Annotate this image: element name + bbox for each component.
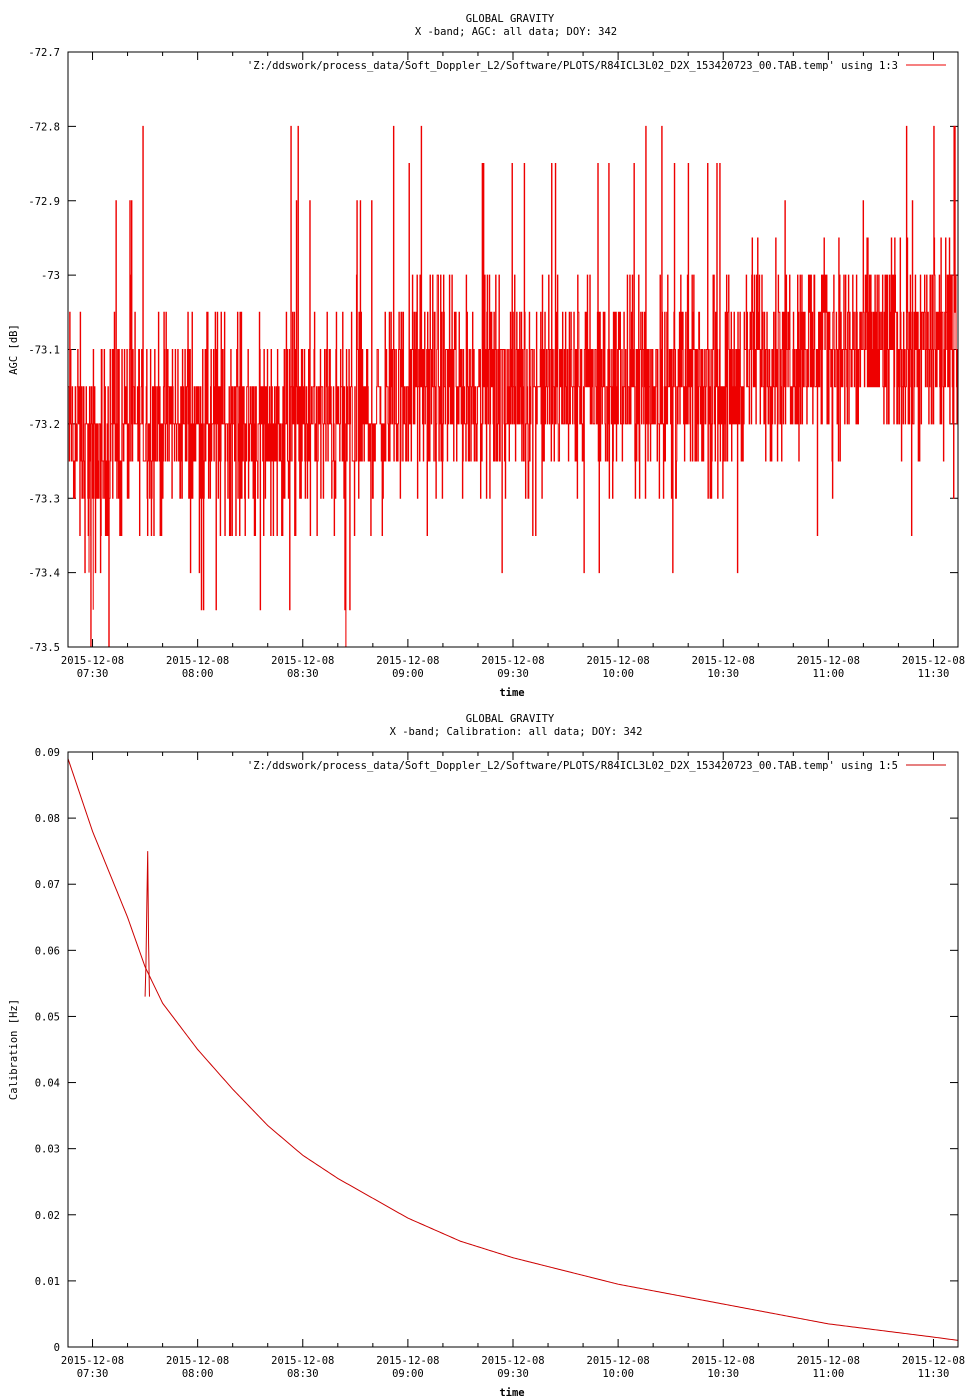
x-tick-date: 2015-12-08 [481, 1355, 544, 1367]
y-tick-label: -72.9 [28, 196, 60, 208]
x-tick-time: 07:30 [77, 1368, 109, 1380]
x-tick-time: 08:30 [287, 668, 319, 680]
calibration-series-line [67, 758, 959, 1341]
x-tick-date: 2015-12-08 [692, 1355, 755, 1367]
x-tick-time: 11:00 [813, 1368, 845, 1380]
x-tick-time: 08:30 [287, 1368, 319, 1380]
x-tick-date: 2015-12-08 [902, 1355, 965, 1367]
chart-title: GLOBAL GRAVITY [466, 13, 555, 25]
x-tick-time: 09:00 [392, 668, 424, 680]
x-tick-date: 2015-12-08 [481, 655, 544, 667]
y-tick-label: 0 [54, 1342, 60, 1354]
x-tick-date: 2015-12-08 [376, 1355, 439, 1367]
x-tick-date: 2015-12-08 [271, 1355, 334, 1367]
x-tick-date: 2015-12-08 [692, 655, 755, 667]
x-tick-date: 2015-12-08 [271, 655, 334, 667]
y-tick-label: 0.09 [35, 747, 60, 759]
legend-label: 'Z:/ddswork/process_data/Soft_Doppler_L2… [247, 60, 898, 72]
x-tick-date: 2015-12-08 [61, 1355, 124, 1367]
x-tick-time: 08:00 [182, 1368, 214, 1380]
x-tick-time: 10:30 [707, 1368, 739, 1380]
x-tick-time: 08:00 [182, 668, 214, 680]
x-axis-label: time [499, 687, 524, 699]
chart-subtitle: X -band; Calibration: all data; DOY: 342 [390, 726, 643, 738]
x-tick-time: 10:00 [602, 1368, 634, 1380]
x-tick-time: 09:30 [497, 668, 529, 680]
x-tick-date: 2015-12-08 [166, 655, 229, 667]
legend-label: 'Z:/ddswork/process_data/Soft_Doppler_L2… [247, 760, 898, 772]
y-tick-label: -72.8 [28, 121, 60, 133]
calibration-spike [144, 851, 150, 997]
x-tick-date: 2015-12-08 [61, 655, 124, 667]
y-tick-label: 0.02 [35, 1210, 60, 1222]
y-tick-label: -73 [41, 270, 60, 282]
y-axis-label: Calibration [Hz] [8, 999, 20, 1100]
plot-frame [67, 51, 959, 648]
x-tick-date: 2015-12-08 [797, 1355, 860, 1367]
x-tick-time: 09:00 [392, 1368, 424, 1380]
x-tick-date: 2015-12-08 [587, 1355, 650, 1367]
chart-title: GLOBAL GRAVITY [466, 713, 555, 725]
plot-frame [67, 751, 959, 1348]
y-tick-label: 0.04 [35, 1078, 60, 1090]
x-tick-time: 07:30 [77, 668, 109, 680]
y-tick-label: -73.2 [28, 419, 60, 431]
y-tick-label: -73.3 [28, 493, 60, 505]
y-tick-label: 0.01 [35, 1276, 60, 1288]
x-tick-time: 11:30 [918, 1368, 950, 1380]
y-tick-label: 0.05 [35, 1011, 60, 1023]
x-tick-date: 2015-12-08 [166, 1355, 229, 1367]
x-axis-label: time [499, 1387, 524, 1399]
x-tick-time: 09:30 [497, 1368, 529, 1380]
y-tick-label: -73.1 [28, 345, 60, 357]
chart-subtitle: X -band; AGC: all data; DOY: 342 [415, 26, 617, 38]
x-tick-date: 2015-12-08 [902, 655, 965, 667]
y-tick-label: 0.03 [35, 1144, 60, 1156]
x-tick-time: 10:00 [602, 668, 634, 680]
y-tick-label: -73.4 [28, 568, 60, 580]
x-tick-date: 2015-12-08 [376, 655, 439, 667]
x-tick-date: 2015-12-08 [587, 655, 650, 667]
y-tick-label: 0.08 [35, 813, 60, 825]
y-tick-label: -72.7 [28, 47, 60, 59]
agc-series-line [68, 125, 959, 648]
y-tick-label: -73.5 [28, 642, 60, 654]
x-tick-date: 2015-12-08 [797, 655, 860, 667]
y-tick-label: 0.07 [35, 879, 60, 891]
x-tick-time: 10:30 [707, 668, 739, 680]
y-tick-label: 0.06 [35, 945, 60, 957]
x-tick-time: 11:30 [918, 668, 950, 680]
x-tick-time: 11:00 [813, 668, 845, 680]
y-axis-label: AGC [dB] [8, 324, 20, 375]
